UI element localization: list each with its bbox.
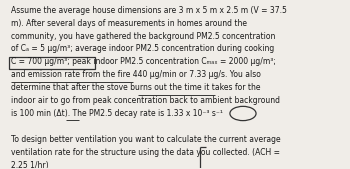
Text: To design better ventilation you want to calculate the current average: To design better ventilation you want to… xyxy=(11,135,281,144)
Text: 2.25 1/hr): 2.25 1/hr) xyxy=(11,161,49,169)
Text: of Cₐ = 5 µg/m³; average indoor PM2.5 concentration during cooking: of Cₐ = 5 µg/m³; average indoor PM2.5 co… xyxy=(11,44,274,53)
Text: determine that after the stove burns out the time it takes for the: determine that after the stove burns out… xyxy=(11,83,261,92)
Text: Assume the average house dimensions are 3 m x 5 m x 2.5 m (V = 37.5: Assume the average house dimensions are … xyxy=(11,6,287,15)
Text: is 100 min (Δt). The PM2.5 decay rate is 1.33 x 10⁻³ s⁻¹: is 100 min (Δt). The PM2.5 decay rate is… xyxy=(11,109,223,118)
Text: community, you have gathered the background PM2.5 concentration: community, you have gathered the backgro… xyxy=(11,32,275,41)
Text: ventilation rate for the structure using the data you collected. (ACH =: ventilation rate for the structure using… xyxy=(11,148,280,157)
Text: C = 700 µg/m³; peak indoor PM2.5 concentration Cₘₐₓ = 2000 µg/m³;: C = 700 µg/m³; peak indoor PM2.5 concent… xyxy=(11,57,276,66)
Text: and emission rate from the fire 440 µg/min or 7.33 µg/s. You also: and emission rate from the fire 440 µg/m… xyxy=(11,70,261,79)
Bar xyxy=(9,56,95,69)
Text: m). After several days of measurements in homes around the: m). After several days of measurements i… xyxy=(11,19,247,28)
Text: indoor air to go from peak concentration back to ambient background: indoor air to go from peak concentration… xyxy=(11,96,280,105)
